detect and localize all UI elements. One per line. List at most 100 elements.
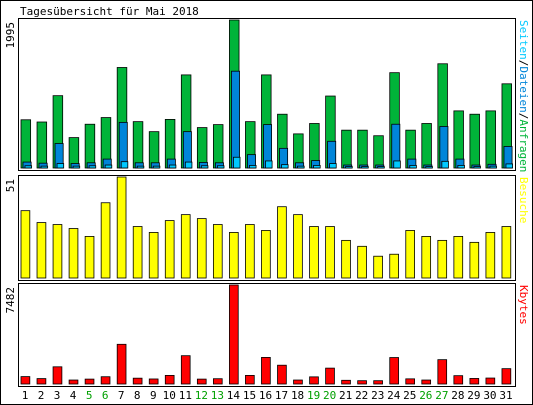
bar-kbytes-day-25 xyxy=(405,378,415,385)
panel-frame-hits xyxy=(18,18,516,171)
bar-besuche-day-11 xyxy=(180,214,191,279)
bar-kbytes-day-18 xyxy=(293,379,303,385)
x-tick-label-day-8: 8 xyxy=(134,389,141,402)
bar-besuche-day-18 xyxy=(293,214,303,279)
bar-besuche-day-15 xyxy=(245,224,255,279)
bar-seiten-day-28 xyxy=(457,165,465,169)
x-tick-label-day-22: 22 xyxy=(355,389,368,402)
bar-kbytes-day-4 xyxy=(68,379,79,385)
side-label-part: / xyxy=(517,60,530,67)
bar-besuche-day-31 xyxy=(501,226,512,279)
bar-kbytes-day-2 xyxy=(36,378,47,385)
bar-seiten-day-23 xyxy=(377,166,385,169)
bar-besuche-day-3 xyxy=(52,224,63,279)
bar-besuche-day-9 xyxy=(148,232,159,279)
bar-kbytes-day-27 xyxy=(437,359,448,385)
bar-anfragen-day-2 xyxy=(36,121,48,169)
bar-seiten-day-27 xyxy=(441,160,449,169)
bar-seiten-day-30 xyxy=(489,165,497,169)
bar-seiten-day-11 xyxy=(184,161,193,169)
bar-besuche-day-20 xyxy=(325,226,335,279)
bar-anfragen-day-12 xyxy=(196,127,208,169)
bar-seiten-day-2 xyxy=(40,165,49,169)
bar-anfragen-day-21 xyxy=(341,129,352,169)
bar-dateien-day-14 xyxy=(231,70,240,169)
x-tick-label-day-7: 7 xyxy=(118,389,125,402)
x-tick-label-day-10: 10 xyxy=(163,389,176,402)
x-tick-label-day-15: 15 xyxy=(243,389,256,402)
bar-besuche-day-14 xyxy=(229,232,239,279)
x-tick-label-day-6: 6 xyxy=(102,389,109,402)
side-label-hits: Seiten/Dateien/Anfragen xyxy=(517,20,530,172)
bar-kbytes-day-19 xyxy=(309,376,319,385)
x-tick-label-day-5: 5 xyxy=(86,389,93,402)
x-tick-label-day-16: 16 xyxy=(259,389,272,402)
bar-anfragen-day-22 xyxy=(357,129,368,169)
bar-besuche-day-30 xyxy=(485,232,496,279)
bar-besuche-day-19 xyxy=(309,226,319,279)
bar-kbytes-day-28 xyxy=(453,375,464,385)
bar-seiten-day-12 xyxy=(200,165,209,169)
bar-seiten-day-15 xyxy=(249,165,257,169)
bar-anfragen-day-5 xyxy=(84,123,96,169)
x-tick-label-day-14: 14 xyxy=(227,389,241,402)
x-tick-label-day-21: 21 xyxy=(339,389,352,402)
bar-seiten-day-16 xyxy=(265,160,273,169)
bar-kbytes-day-31 xyxy=(501,368,512,385)
x-tick-label-day-2: 2 xyxy=(38,389,45,402)
bar-besuche-day-1 xyxy=(20,210,31,279)
side-label-part: Dateien xyxy=(517,66,530,112)
x-tick-label-day-11: 11 xyxy=(179,389,192,402)
bar-seiten-day-10 xyxy=(168,164,177,169)
bar-kbytes-day-23 xyxy=(373,380,383,385)
x-tick-label-day-20: 20 xyxy=(323,389,336,402)
bar-seiten-day-14 xyxy=(233,156,241,169)
side-label-part: Kbytes xyxy=(517,285,530,325)
panel-visits: 51 Besuche xyxy=(4,175,530,281)
bar-kbytes-day-21 xyxy=(341,379,351,385)
bar-seiten-day-4 xyxy=(72,165,81,169)
x-tick-label-day-30: 30 xyxy=(483,389,496,402)
bar-besuche-day-22 xyxy=(357,245,367,279)
y-axis-max-label-visits: 51 xyxy=(4,179,17,192)
bar-kbytes-day-29 xyxy=(469,378,480,385)
bar-kbytes-day-24 xyxy=(389,357,399,385)
bar-kbytes-day-6 xyxy=(100,376,111,385)
bar-kbytes-day-30 xyxy=(485,377,496,385)
x-tick-label-day-3: 3 xyxy=(54,389,61,402)
bar-seiten-day-8 xyxy=(136,165,145,169)
x-tick-label-day-24: 24 xyxy=(387,389,401,402)
bar-kbytes-day-8 xyxy=(132,377,143,385)
bar-seiten-day-20 xyxy=(329,163,337,169)
bar-seiten-day-9 xyxy=(152,165,161,169)
bar-besuche-day-24 xyxy=(389,253,399,279)
bar-kbytes-day-3 xyxy=(52,366,63,385)
bar-besuche-day-26 xyxy=(421,236,432,279)
x-tick-label-day-12: 12 xyxy=(195,389,208,402)
x-tick-label-day-27: 27 xyxy=(435,389,448,402)
bar-besuche-day-23 xyxy=(373,255,383,279)
panel-frame-visits xyxy=(18,175,516,281)
bar-seiten-day-13 xyxy=(216,165,225,169)
side-label-part: Anfragen xyxy=(517,119,530,172)
bar-seiten-day-24 xyxy=(393,160,401,169)
x-tick-label-day-31: 31 xyxy=(499,389,512,402)
bar-seiten-day-6 xyxy=(104,164,113,169)
bar-kbytes-day-11 xyxy=(180,355,191,385)
bar-seiten-day-26 xyxy=(425,166,433,169)
x-tick-label-day-29: 29 xyxy=(467,389,480,402)
bar-besuche-day-21 xyxy=(341,239,351,279)
bar-kbytes-day-10 xyxy=(164,374,175,385)
bar-seiten-day-25 xyxy=(409,165,417,169)
bar-seiten-day-17 xyxy=(281,164,289,169)
chart-title: Tagesübersicht für Mai 2018 xyxy=(20,5,199,18)
side-label-part: Seiten xyxy=(517,20,530,60)
bar-seiten-day-19 xyxy=(313,165,321,169)
bar-besuche-day-16 xyxy=(261,230,271,279)
panel-hits: 1995 Seiten/Dateien/Anfragen xyxy=(4,18,530,172)
bar-anfragen-day-23 xyxy=(373,135,384,169)
bar-seiten-day-18 xyxy=(297,165,305,169)
